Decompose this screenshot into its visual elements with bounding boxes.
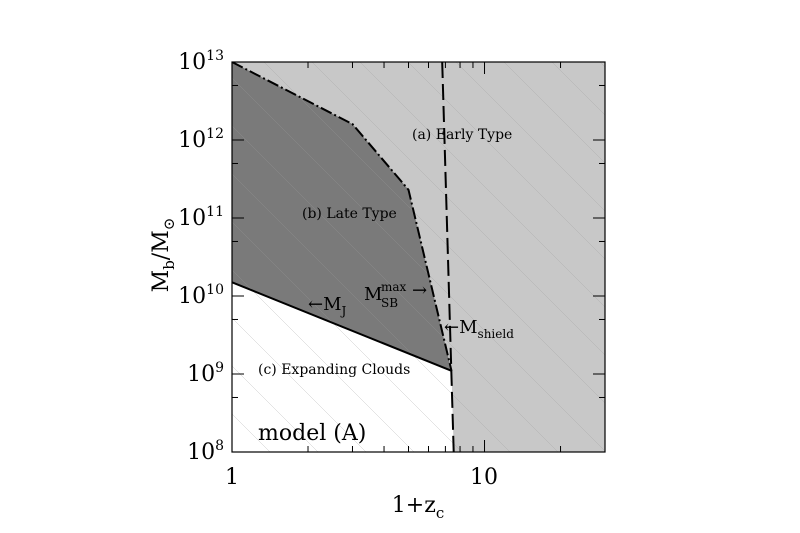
annotation-msb-sup: max (381, 280, 407, 294)
y-tick-label-1e13: 1013 (178, 48, 224, 75)
diagonal-hatch-line (744, 62, 800, 452)
annotation-msb-main: M (364, 284, 382, 305)
diagonal-hatch-line (359, 62, 605, 308)
series-lines (232, 62, 455, 452)
annotation-mshield: ←Mshield (444, 317, 514, 341)
axis-ticks (231, 61, 606, 453)
diagonal-hatch-line (232, 269, 415, 452)
annotation-mj: ←MJ (308, 294, 347, 318)
diagonal-hatch-line (407, 62, 605, 260)
series-line-mj (232, 281, 452, 372)
diagonal-hatch-line (232, 365, 319, 452)
y-tick-label-1e9: 109 (187, 360, 224, 387)
diagonal-hatch-line (0, 62, 126, 452)
region-label-expanding-clouds: (c) Expanding Clouds (258, 362, 410, 378)
annotation-msb-arrow: → (412, 280, 427, 301)
diagonal-hatch-line (0, 62, 222, 452)
diagonal-hatch-line (696, 62, 800, 452)
diagonal-hatch-line (648, 62, 800, 452)
y-tick-label-1e11: 1011 (178, 204, 224, 231)
region-label-early-type: (a) Early Type (412, 127, 512, 143)
diagonal-hatch-line (792, 62, 800, 452)
y-tick-label-1e10: 1010 (178, 282, 224, 309)
diagonal-hatch-line (232, 413, 271, 452)
diagonal-hatch-lines (0, 62, 800, 452)
annotation-msb-sub: SB (381, 296, 398, 310)
diagonal-hatch-line (0, 62, 78, 452)
y-tick-label-1e8: 108 (187, 438, 224, 465)
diagonal-hatch-line (503, 62, 605, 164)
y-tick-label-1e12: 1012 (178, 126, 224, 153)
diagonal-hatch-line (455, 62, 605, 212)
plot-frame (231, 61, 606, 453)
diagonal-hatch-line (599, 62, 605, 68)
series-line-msb-max (232, 62, 453, 372)
y-tick-labels: 108 109 1010 1011 1012 1013 (178, 48, 224, 465)
x-tick-label: 10 (470, 465, 498, 490)
x-axis-label: 1+zc (392, 493, 444, 522)
diagonal-hatch-line (311, 62, 605, 356)
region-label-late-type: (b) Late Type (302, 206, 397, 222)
diagonal-hatch-line (232, 317, 367, 452)
diagonal-hatch-line (232, 125, 559, 452)
diagonal-hatch-line (0, 62, 30, 452)
x-tick-label: 1 (225, 465, 239, 490)
diagonal-hatch-line (232, 77, 605, 452)
y-axis-label: Mb/M⊙ (149, 218, 178, 293)
region-expanding-clouds (232, 282, 454, 452)
region-late-type (232, 62, 452, 371)
diagonal-hatch-line (0, 62, 174, 452)
diagonal-hatch-line (263, 62, 605, 404)
diagonal-hatch-line (232, 173, 511, 452)
diagonal-hatch-line (232, 221, 463, 452)
model-label: model (A) (258, 421, 366, 446)
